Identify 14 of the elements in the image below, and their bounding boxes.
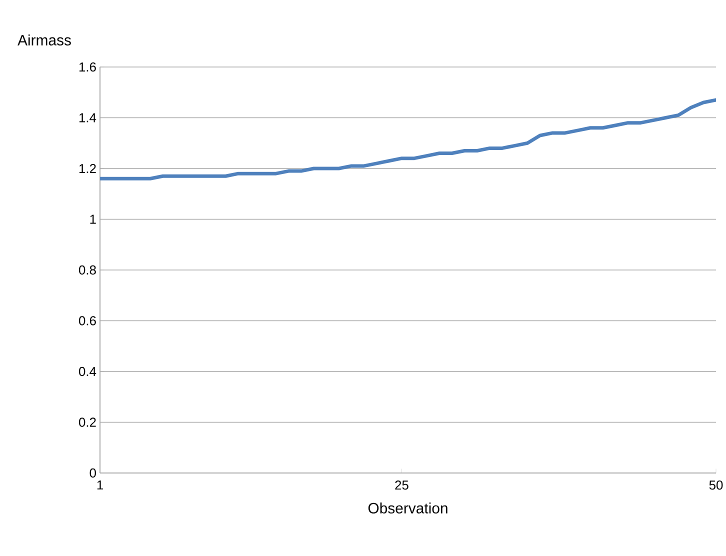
- y-tick-label: 1.6: [79, 62, 96, 72]
- y-tick-label: 0.2: [78, 418, 96, 427]
- y-tick-label: 1.4: [79, 113, 96, 122]
- x-tick-label: 25: [395, 480, 408, 490]
- y-tick-label: 0: [90, 468, 96, 478]
- y-tick-label: 1: [90, 214, 96, 224]
- y-axis-title: Airmass: [18, 34, 71, 46]
- y-tick-label: 1.2: [79, 164, 96, 174]
- x-tick-label: 50: [709, 480, 723, 490]
- y-tick-label: 0.4: [78, 366, 96, 376]
- y-tick-label: 0.8: [78, 265, 96, 275]
- y-tick-label: 0.6: [78, 316, 96, 326]
- x-tick-label: 1: [97, 480, 103, 490]
- x-axis-title: Observation: [368, 502, 448, 514]
